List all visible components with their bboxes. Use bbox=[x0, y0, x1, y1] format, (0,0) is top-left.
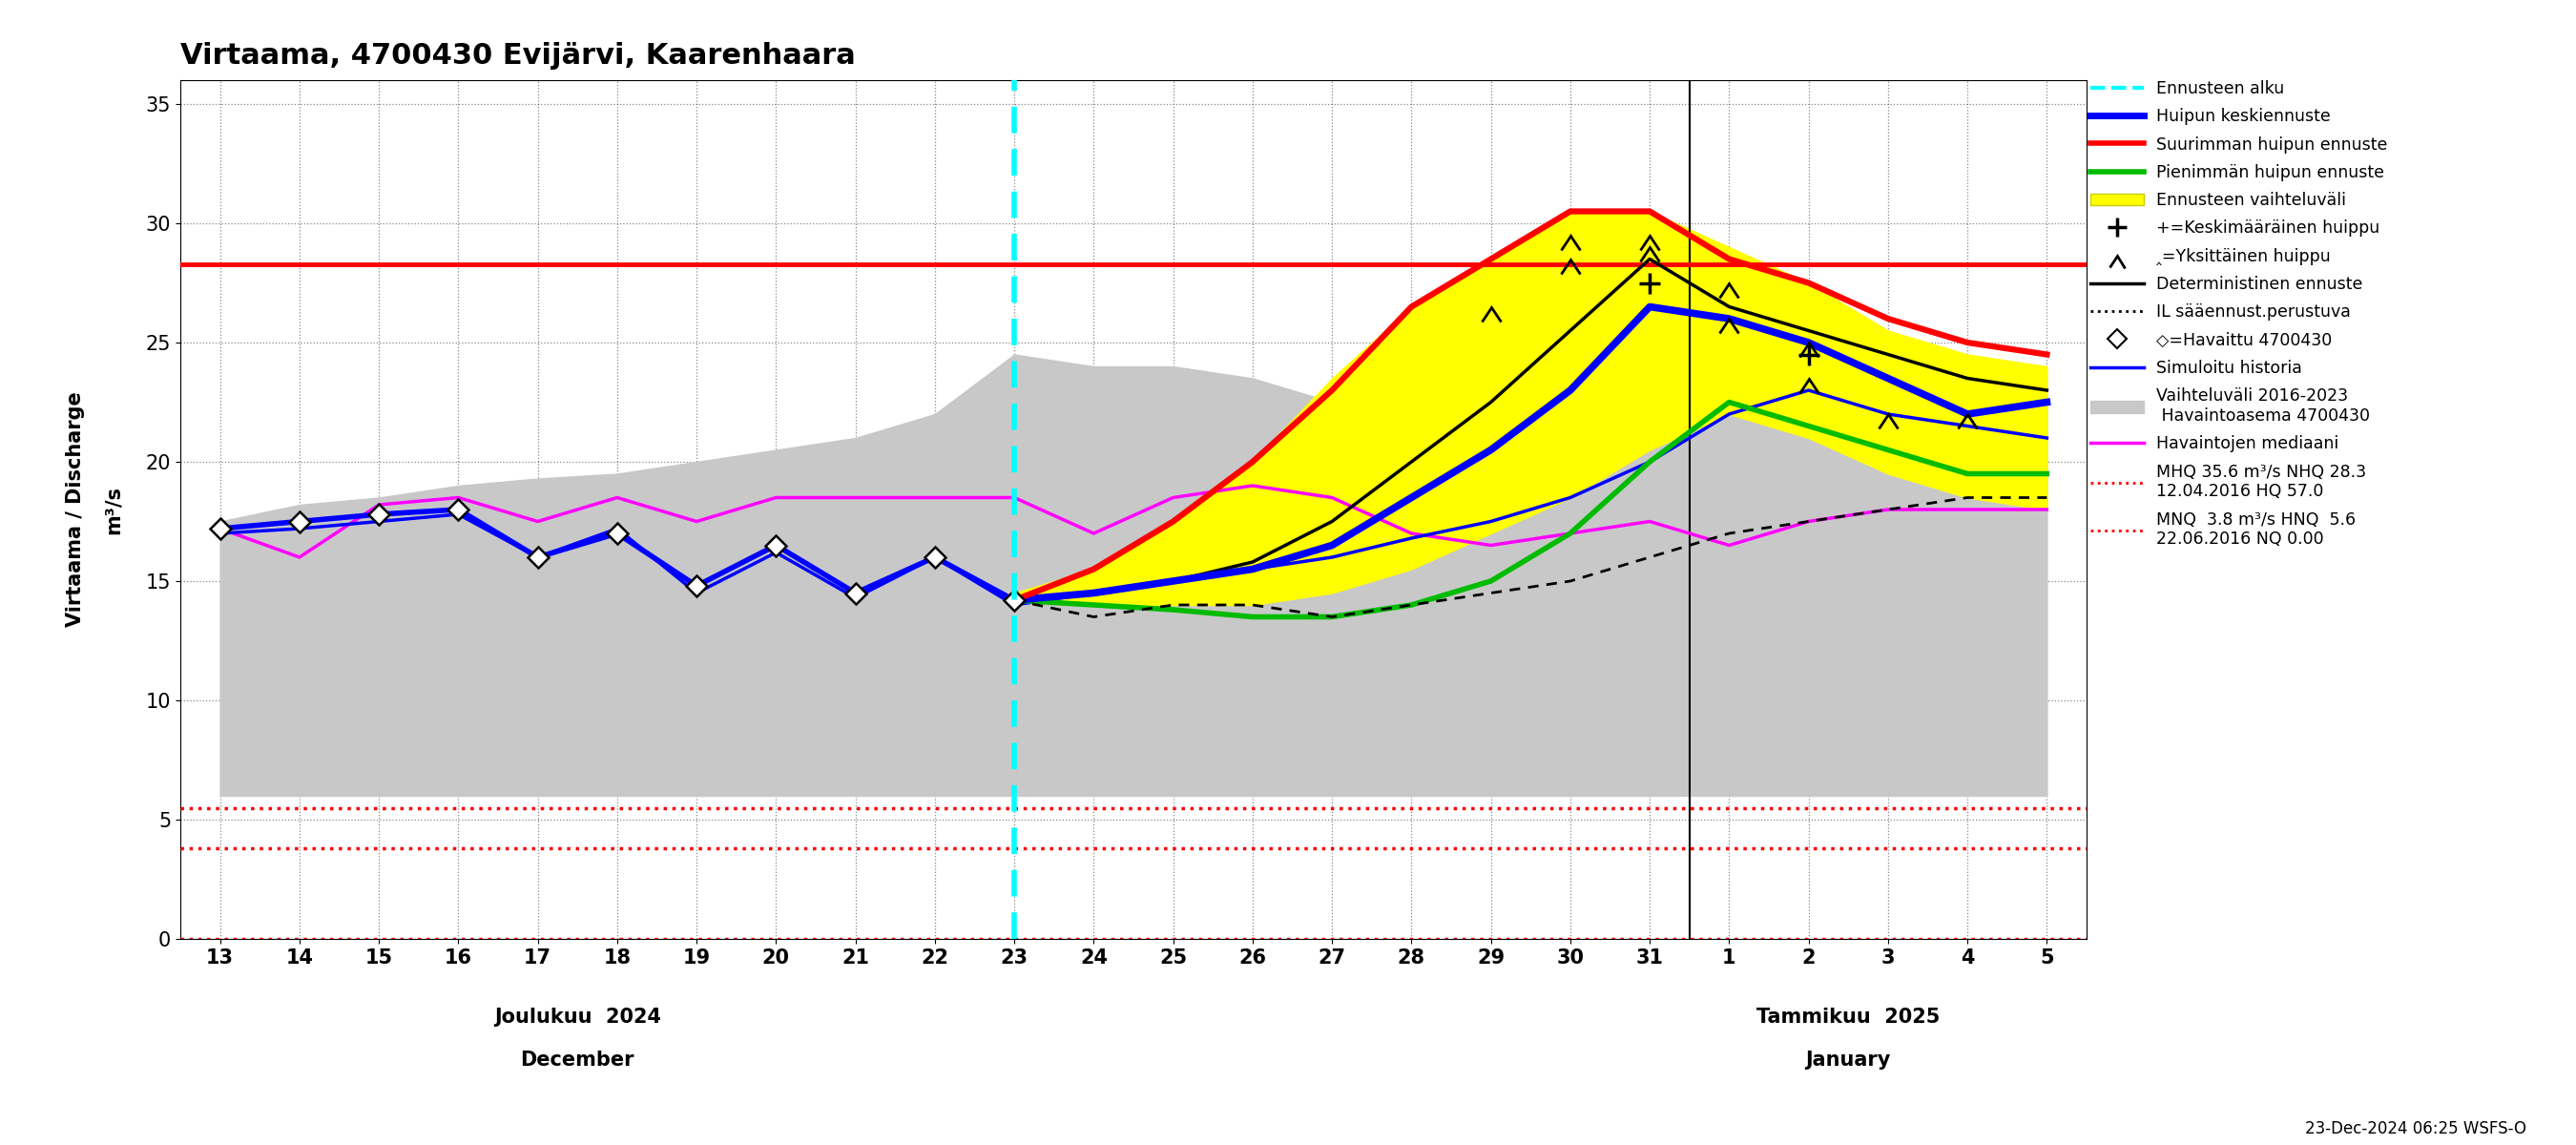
Text: January: January bbox=[1806, 1051, 1891, 1069]
Text: Virtaama, 4700430 Evijärvi, Kaarenhaara: Virtaama, 4700430 Evijärvi, Kaarenhaara bbox=[180, 42, 855, 70]
Text: Virtaama / Discharge: Virtaama / Discharge bbox=[67, 392, 85, 627]
Text: m³/s: m³/s bbox=[103, 485, 124, 534]
Text: Joulukuu  2024: Joulukuu 2024 bbox=[495, 1008, 662, 1027]
Text: December: December bbox=[520, 1051, 634, 1069]
Text: Tammikuu  2025: Tammikuu 2025 bbox=[1757, 1008, 1940, 1027]
Legend: Ennusteen alku, Huipun keskiennuste, Suurimman huipun ennuste, Pienimmän huipun : Ennusteen alku, Huipun keskiennuste, Suu… bbox=[2089, 80, 2388, 548]
Text: 23-Dec-2024 06:25 WSFS-O: 23-Dec-2024 06:25 WSFS-O bbox=[2306, 1120, 2527, 1137]
